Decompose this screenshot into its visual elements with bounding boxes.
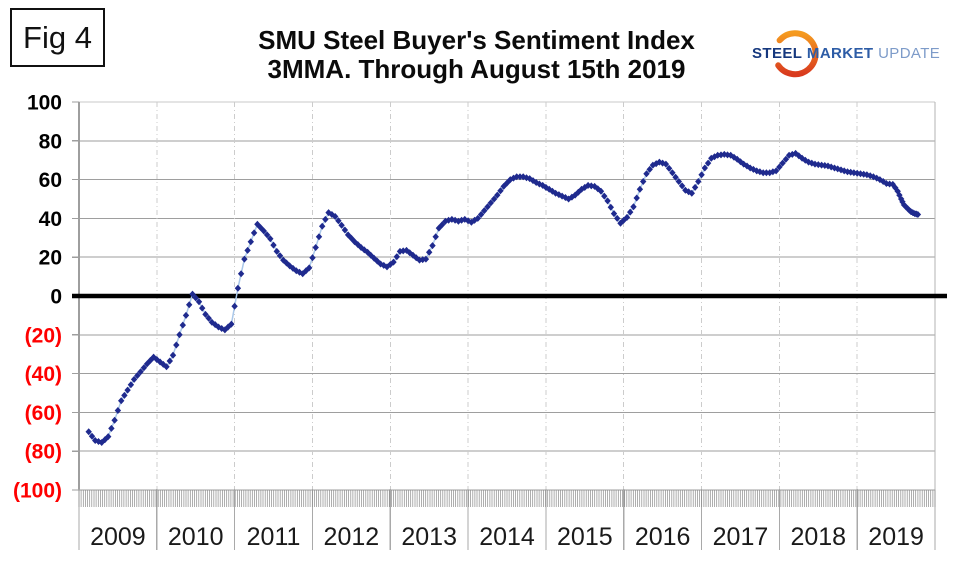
figure-label-box: Fig 4 <box>10 8 105 67</box>
x-axis-label: 2016 <box>635 523 691 551</box>
y-axis-label: 0 <box>50 286 62 309</box>
logo-swoosh-icon <box>775 30 819 78</box>
logo-text: STEEL MARKET UPDATE <box>752 45 940 62</box>
x-axis-label: 2009 <box>90 523 146 551</box>
y-axis-label: 60 <box>39 169 62 192</box>
y-axis-label: (60) <box>25 402 62 425</box>
y-axis-label: 20 <box>39 247 62 270</box>
figure-label: Fig 4 <box>23 19 92 55</box>
year-separators <box>78 102 936 550</box>
x-axis-label: 2015 <box>557 523 613 551</box>
y-axis-label: (100) <box>13 480 62 503</box>
logo-word-market: MARKET <box>806 45 874 62</box>
x-axis-label: 2010 <box>168 523 224 551</box>
logo-word-update: UPDATE <box>878 45 941 62</box>
y-axis-label: (20) <box>25 324 62 347</box>
chart-title-line1: SMU Steel Buyer's Sentiment Index <box>258 25 695 55</box>
y-axis-label: 100 <box>27 92 62 115</box>
x-axis-label: 2018 <box>790 523 846 551</box>
x-axis-label: 2019 <box>868 523 924 551</box>
x-axis-label: 2017 <box>713 523 769 551</box>
x-axis-labels: 2009 2010 2011 2012 2013 2014 2015 2016 2017 2018… <box>90 523 924 551</box>
y-axis-label: (80) <box>25 441 62 464</box>
gridlines <box>72 101 935 491</box>
x-axis-label: 2012 <box>324 523 380 551</box>
logo-word-steel: STEEL <box>752 45 803 62</box>
chart-title: SMU Steel Buyer's Sentiment Index 3MMA. … <box>0 26 953 84</box>
x-axis-label: 2013 <box>401 523 457 551</box>
minor-tick-hatch <box>78 490 936 507</box>
x-axis-label: 2014 <box>479 523 535 551</box>
smu-logo: STEEL MARKET UPDATE <box>746 29 940 79</box>
chart-title-line2: 3MMA. Through August 15th 2019 <box>267 54 686 84</box>
x-axis-label: 2011 <box>247 523 301 551</box>
y-axis-labels: 100 80 60 40 20 0 (20) (40) (60) (80) (100) <box>13 92 62 503</box>
y-axis-label: (40) <box>25 363 62 386</box>
y-axis-label: 80 <box>39 130 62 153</box>
y-axis-label: 40 <box>39 208 62 231</box>
